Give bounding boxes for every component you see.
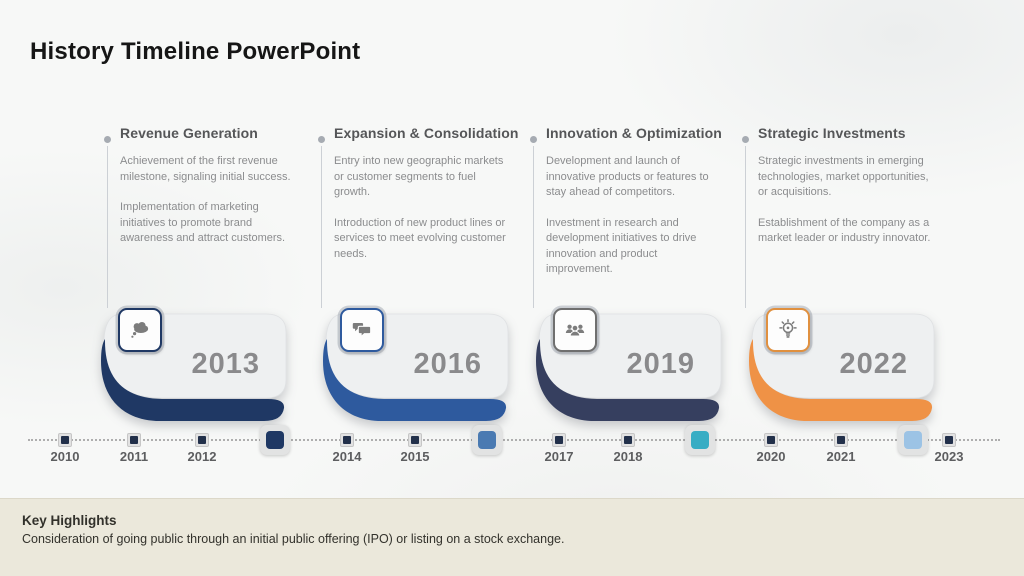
column-paragraph-1: Development and launch of innovative pro… — [546, 155, 709, 198]
lightbulb-icon — [779, 319, 797, 338]
milestone-card-2019: 2019 — [535, 308, 725, 423]
column-revenue-generation: Revenue Generation Achievement of the fi… — [104, 125, 307, 308]
connector-dot — [104, 136, 111, 143]
milestone-year: 2016 — [413, 348, 482, 380]
connector-dot — [318, 136, 325, 143]
column-heading: Revenue Generation — [120, 125, 258, 141]
column-heading: Strategic Investments — [758, 125, 906, 141]
thought-bubble-icon — [131, 321, 149, 338]
milestone-card-2013: 2013 — [100, 308, 290, 423]
timeline-year-label: 2012 — [187, 449, 217, 464]
timeline-tick-2023 — [942, 433, 956, 447]
timeline-year-label: 2014 — [332, 449, 362, 464]
timeline-tick-2022 — [898, 425, 928, 455]
timeline-tick-2020 — [764, 433, 778, 447]
timeline-year-label: 2020 — [756, 449, 786, 464]
column-paragraph-1: Strategic investments in emerging techno… — [758, 155, 929, 198]
column-strategic-investments: Strategic Investments Strategic investme… — [742, 125, 945, 308]
milestone-card-2022: 2022 — [748, 308, 938, 423]
milestone-year: 2022 — [839, 348, 908, 380]
connector-line — [321, 146, 322, 308]
milestone-year: 2013 — [191, 348, 260, 380]
timeline-tick-2018 — [621, 433, 635, 447]
connector-line — [107, 146, 108, 308]
connector-dot — [530, 136, 537, 143]
timeline-line — [28, 439, 1000, 441]
connector-line — [745, 146, 746, 308]
timeline-year-label: 2011 — [119, 449, 149, 464]
timeline-tick-2021 — [834, 433, 848, 447]
timeline-tick-2017 — [552, 433, 566, 447]
timeline-tick-2012 — [195, 433, 209, 447]
timeline-tick-2010 — [58, 433, 72, 447]
timeline-tick-2015 — [408, 433, 422, 447]
page-title: History Timeline PowerPoint — [30, 38, 361, 65]
team-icon — [565, 324, 585, 337]
timeline-year-label: 2017 — [544, 449, 574, 464]
chat-bubbles-icon — [352, 322, 372, 338]
column-paragraph-2: Implementation of marketing initiatives … — [120, 201, 286, 244]
timeline-year-label: 2023 — [934, 449, 964, 464]
icon-box — [340, 308, 384, 352]
key-highlights-heading: Key Highlights — [22, 513, 117, 528]
timeline-year-label: 2018 — [613, 449, 643, 464]
column-paragraph-2: Introduction of new product lines or ser… — [334, 216, 506, 260]
column-paragraph-1: Achievement of the first revenue milesto… — [120, 155, 291, 183]
timeline-year-label: 2010 — [50, 449, 80, 464]
column-expansion-consolidation: Expansion & Consolidation Entry into new… — [318, 125, 521, 308]
icon-box — [553, 308, 597, 352]
timeline-tick-2016 — [472, 425, 502, 455]
timeline-tick-2014 — [340, 433, 354, 447]
timeline-year-label: 2021 — [826, 449, 856, 464]
milestone-card-2016: 2016 — [322, 308, 512, 423]
column-paragraph-2: Investment in research and development i… — [546, 216, 697, 276]
key-highlights-section: Key Highlights Consideration of going pu… — [0, 498, 1024, 576]
column-heading: Innovation & Optimization — [546, 125, 722, 141]
column-heading: Expansion & Consolidation — [334, 125, 519, 141]
milestone-year: 2019 — [626, 348, 695, 380]
column-innovation-optimization: Innovation & Optimization Development an… — [530, 125, 733, 308]
key-highlights-text: Consideration of going public through an… — [22, 532, 565, 546]
timeline-tick-2019 — [685, 425, 715, 455]
connector-line — [533, 146, 534, 308]
connector-dot — [742, 136, 749, 143]
timeline-year-label: 2015 — [400, 449, 430, 464]
column-paragraph-2: Establishment of the company as a market… — [758, 216, 931, 245]
timeline-tick-2013 — [260, 425, 290, 455]
column-paragraph-1: Entry into new geographic markets or cus… — [334, 155, 504, 198]
icon-box — [766, 308, 810, 352]
icon-box — [118, 308, 162, 352]
timeline-tick-2011 — [127, 433, 141, 447]
